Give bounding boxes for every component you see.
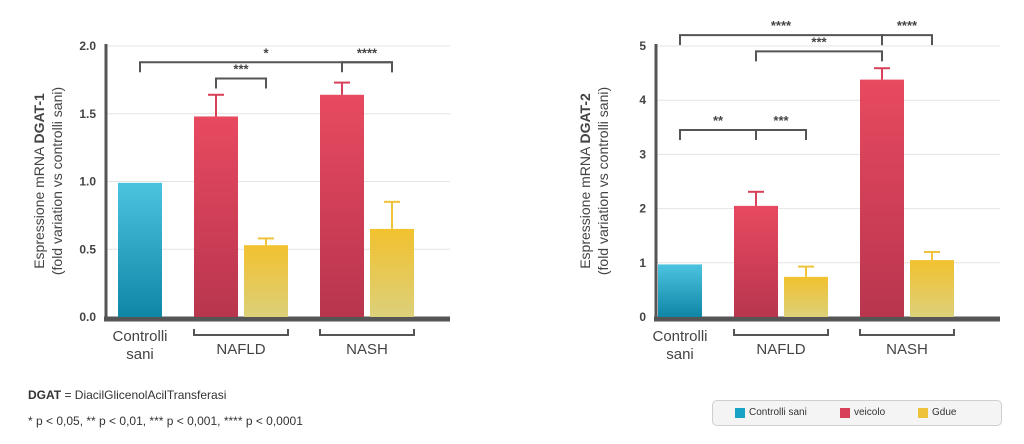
dgat2-chart: 0 1 2 3 4 5 Espressione mRNA DGAT-2 (fold varia… — [577, 18, 1000, 363]
group-bracket — [733, 329, 829, 336]
footnote-abbreviation: DGAT = DiacilGlicenolAcilTransferasi — [28, 388, 226, 402]
significance-bracket — [215, 77, 267, 89]
significance-bracket — [139, 61, 393, 73]
bar — [860, 79, 904, 317]
legend-label: veicolo — [854, 407, 886, 418]
y-axis-label: Espressione mRNA DGAT-1 — [31, 93, 47, 269]
y-axis-label: Espressione mRNA DGAT-2 — [577, 93, 593, 269]
footnote-abbr: DGAT — [28, 388, 62, 402]
footnote-pvalues: * p < 0,05, ** p < 0,01, *** p < 0,001, … — [28, 414, 303, 428]
significance-label: *** — [233, 62, 249, 77]
y-axis-label-gene: DGAT-1 — [31, 93, 47, 144]
legend-item-gdue: Gdue — [918, 407, 956, 418]
y-tick-label: 2 — [639, 202, 646, 216]
legend-swatch — [840, 407, 850, 418]
significance-label: *** — [811, 34, 827, 49]
y-axis-label-secondary: (fold variation vs controlli sani) — [49, 87, 65, 275]
y-axis-label-secondary: (fold variation vs controlli sani) — [595, 87, 611, 275]
y-tick-label: 1.0 — [79, 175, 96, 189]
legend-swatch — [918, 407, 928, 418]
y-tick-label: 1 — [639, 256, 646, 270]
legend-item-veicolo: veicolo — [840, 407, 885, 418]
significance-bracket — [341, 61, 393, 73]
category-label: Controlli — [652, 328, 707, 345]
y-tick-label: 1.5 — [79, 107, 96, 121]
significance-bracket — [755, 129, 807, 141]
legend-label: Gdue — [932, 407, 957, 418]
category-label: NAFLD — [216, 341, 265, 358]
bar — [118, 182, 162, 317]
footnote-definition: = DiacilGlicenolAcilTransferasi — [61, 388, 227, 402]
significance-bracket — [679, 34, 883, 46]
y-tick-label: 2.0 — [79, 39, 96, 53]
category-label: Controlli — [112, 328, 167, 345]
bar — [320, 94, 364, 317]
significance-bracket — [755, 50, 883, 62]
category-label: sani — [126, 346, 154, 363]
bar — [910, 260, 954, 317]
category-label: sani — [666, 346, 694, 363]
legend: Controlli sani veicolo Gdue — [712, 400, 1002, 426]
y-axis-label-gene: DGAT-2 — [577, 93, 593, 144]
category-label: NASH — [886, 341, 928, 358]
bar — [194, 116, 238, 318]
bar — [734, 205, 778, 317]
bar — [244, 245, 288, 317]
y-axis-label-prefix: Espressione mRNA — [577, 144, 593, 269]
bar — [784, 276, 828, 317]
group-bracket — [859, 329, 955, 336]
legend-swatch — [735, 407, 745, 418]
dgat1-chart: 0.0 0.5 1.0 1.5 2.0 Espressione mRNA DGAT-1 (f… — [31, 39, 450, 363]
y-tick-label: 3 — [639, 147, 646, 161]
y-tick-label: 0.5 — [79, 242, 96, 256]
category-label: NAFLD — [756, 341, 805, 358]
y-tick-label: 0 — [639, 310, 646, 324]
significance-label: *** — [773, 113, 789, 128]
significance-label: * — [263, 45, 269, 60]
y-tick-label: 0.0 — [79, 310, 96, 324]
significance-bracket — [881, 34, 933, 46]
y-tick-label: 4 — [639, 93, 646, 107]
significance-label: **** — [897, 18, 918, 33]
y-axis-label-prefix: Espressione mRNA — [31, 144, 47, 269]
bar — [370, 228, 414, 317]
legend-label: Controlli sani — [749, 407, 807, 418]
legend-item-controlli-sani: Controlli sani — [735, 407, 807, 418]
significance-label: **** — [357, 45, 378, 60]
significance-label: ** — [713, 113, 724, 128]
category-label: NASH — [346, 341, 388, 358]
group-bracket — [319, 329, 415, 336]
significance-bracket — [679, 129, 757, 141]
y-tick-label: 5 — [639, 39, 646, 53]
significance-label: **** — [771, 18, 792, 33]
bar — [658, 264, 702, 317]
group-bracket — [193, 329, 289, 336]
